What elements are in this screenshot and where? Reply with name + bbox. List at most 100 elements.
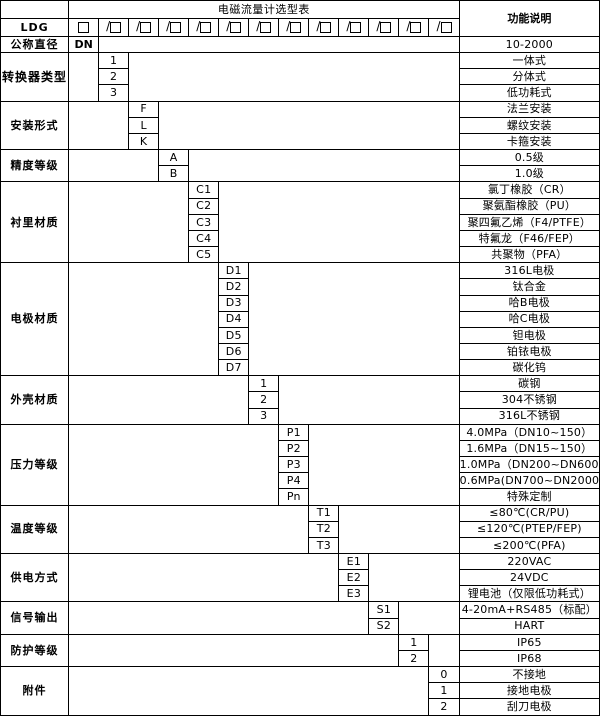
table-row: 公称直径 DN 10-2000 xyxy=(0,35,600,54)
option-code[interactable]: 1 xyxy=(428,682,460,700)
table-row: 精度等级 A 0.5级 xyxy=(0,149,600,183)
option-description: 220VAC xyxy=(458,552,600,571)
code-box-4[interactable]: / xyxy=(188,18,220,37)
code-box-12[interactable]: / xyxy=(428,18,460,37)
option-description: 卡箍安装 xyxy=(458,132,600,151)
table-row: P3 1.0MPa（DN200~DN600） xyxy=(1,456,600,474)
option-description: 共聚物（PFA） xyxy=(458,246,600,264)
table-row: D7 碳化钨 xyxy=(1,359,600,377)
table-row: 电极材质 D1 316L电极 xyxy=(0,262,600,377)
option-code[interactable]: E1 xyxy=(338,552,370,571)
model-prefix-label: LDG xyxy=(0,18,70,37)
spacer-right-9 xyxy=(368,552,460,603)
option-code[interactable]: 1 xyxy=(98,52,130,70)
table-row: 2 IP68 xyxy=(1,649,600,668)
code-box-1[interactable]: / xyxy=(98,18,130,37)
table-row: 衬里材质 C1 氯丁橡胶（CR） xyxy=(0,181,600,264)
code-box-2[interactable]: / xyxy=(128,18,160,37)
table-row: 1 接地电极 xyxy=(1,682,600,700)
option-code[interactable]: P4 xyxy=(278,472,310,490)
option-description: 锂电池（仅限低功耗式） xyxy=(458,585,600,603)
spacer-right-6 xyxy=(278,375,460,425)
option-code[interactable]: P1 xyxy=(278,423,310,441)
option-description: 一体式 xyxy=(458,52,600,70)
row-label-1: 转换器类型 xyxy=(0,52,70,102)
option-description: HART xyxy=(458,617,600,635)
code-box-3[interactable]: / xyxy=(158,18,190,37)
spacer-right-11 xyxy=(428,633,460,668)
table-row: 3 316L不锈钢 xyxy=(1,407,600,425)
option-code[interactable]: 2 xyxy=(98,68,130,86)
option-code[interactable]: T3 xyxy=(308,536,340,555)
option-code[interactable]: C5 xyxy=(188,246,220,264)
option-code[interactable]: 3 xyxy=(98,84,130,102)
option-description: 316L不锈钢 xyxy=(458,407,600,425)
option-code[interactable]: A xyxy=(158,149,190,167)
option-code[interactable]: E3 xyxy=(338,585,370,603)
code-box-8[interactable]: / xyxy=(308,18,340,37)
row-label-7: 压力等级 xyxy=(0,423,70,506)
option-code[interactable]: C1 xyxy=(188,181,220,199)
option-code[interactable]: T1 xyxy=(308,504,340,522)
table-row: 信号输出 S1 4-20mA+RS485（标配） xyxy=(0,601,600,635)
option-code[interactable]: 2 xyxy=(398,649,430,668)
option-code[interactable]: 2 xyxy=(248,391,280,409)
option-code[interactable]: C4 xyxy=(188,229,220,248)
option-code[interactable]: C3 xyxy=(188,213,220,231)
code-box-9[interactable]: / xyxy=(338,18,370,37)
option-code[interactable]: 1 xyxy=(248,375,280,393)
option-code[interactable]: D4 xyxy=(218,310,250,328)
option-code[interactable]: D1 xyxy=(218,262,250,280)
option-code[interactable]: D7 xyxy=(218,359,250,377)
option-code[interactable]: P3 xyxy=(278,456,310,474)
option-code[interactable]: D3 xyxy=(218,294,250,312)
spacer-left-8 xyxy=(68,504,310,555)
option-code[interactable]: L xyxy=(128,116,160,134)
spacer-left-12 xyxy=(68,666,430,716)
option-code[interactable]: 1 xyxy=(398,633,430,651)
option-code[interactable]: S1 xyxy=(368,601,400,619)
option-code[interactable]: D6 xyxy=(218,342,250,361)
table-row: 安装形式 F 法兰安装 xyxy=(0,100,600,151)
option-description: 钽电极 xyxy=(458,326,600,344)
dn-label: DN xyxy=(68,35,100,54)
option-code[interactable]: E2 xyxy=(338,569,370,587)
code-box-7[interactable]: / xyxy=(278,18,310,37)
option-description: 24VDC xyxy=(458,569,600,587)
table-row: Pn 特殊定制 xyxy=(1,488,600,506)
spacer-right-8 xyxy=(338,504,460,555)
spacer-right-5 xyxy=(248,262,460,377)
option-code[interactable]: P2 xyxy=(278,439,310,458)
spacer-left-4 xyxy=(68,181,190,264)
option-code[interactable]: 2 xyxy=(428,698,460,716)
option-code[interactable]: 0 xyxy=(428,666,460,684)
option-code[interactable]: D2 xyxy=(218,278,250,296)
option-description: 接地电极 xyxy=(458,682,600,700)
option-code[interactable]: C2 xyxy=(188,197,220,215)
option-description: 碳化钨 xyxy=(458,359,600,377)
code-box-10[interactable]: / xyxy=(368,18,400,37)
option-description: 特殊定制 xyxy=(458,488,600,506)
option-description: 10-2000 xyxy=(458,35,600,54)
option-code[interactable]: S2 xyxy=(368,617,400,635)
code-box-11[interactable]: / xyxy=(398,18,430,37)
option-code[interactable]: 3 xyxy=(248,407,280,425)
code-box-0[interactable] xyxy=(68,18,100,37)
option-code[interactable]: K xyxy=(128,132,160,151)
code-box-5[interactable]: / xyxy=(218,18,250,37)
option-code[interactable]: B xyxy=(158,165,190,183)
row-label-9: 供电方式 xyxy=(0,552,70,603)
option-description: 低功耗式 xyxy=(458,84,600,102)
table-row: 附件 0 不接地 xyxy=(0,666,600,716)
option-code[interactable]: D5 xyxy=(218,326,250,344)
spacer-left-11 xyxy=(68,633,400,668)
code-box-6[interactable]: / xyxy=(248,18,280,37)
spacer-left-3 xyxy=(68,149,160,183)
option-code[interactable]: Pn xyxy=(278,488,310,506)
table-row: K 卡箍安装 xyxy=(1,132,600,151)
option-description: 4-20mA+RS485（标配） xyxy=(458,601,600,619)
option-code[interactable]: T2 xyxy=(308,520,340,538)
spacer-left-5 xyxy=(68,262,220,377)
option-code[interactable]: F xyxy=(128,100,160,118)
